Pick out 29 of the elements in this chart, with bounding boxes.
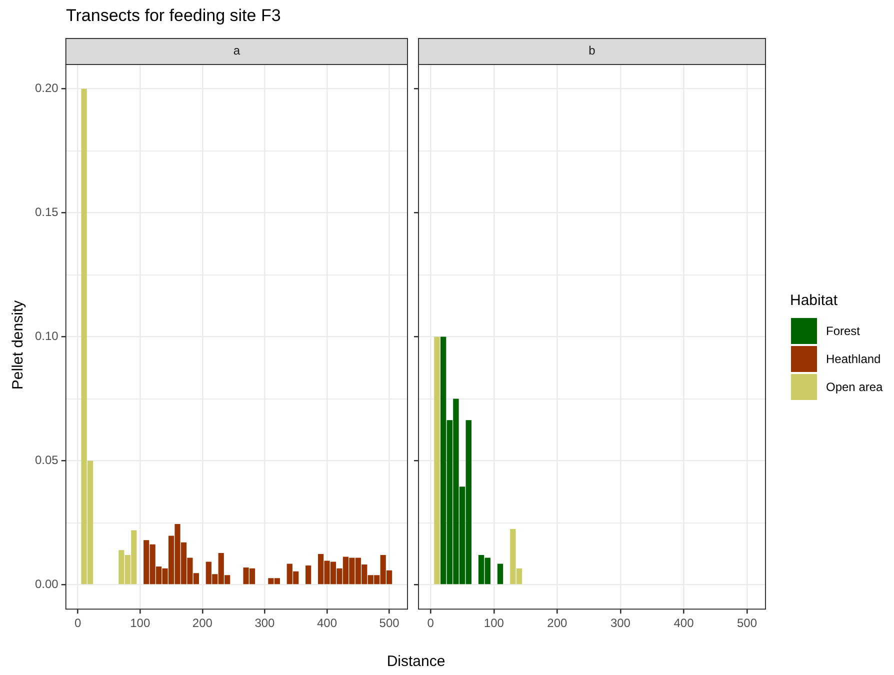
chart-subtitle: a	[233, 43, 240, 58]
x-axis-title: Distance	[386, 653, 446, 670]
bar	[434, 336, 440, 584]
y-tick-label: 0.15	[34, 205, 59, 220]
bar	[497, 564, 504, 584]
y-tick-label: 0.20	[34, 81, 59, 96]
x-tick-label: 500	[737, 616, 758, 630]
x-tick-label: 300	[254, 616, 276, 630]
chart-title: Transects for feeding site F3	[66, 6, 281, 26]
y-tick-label: 0.10	[34, 329, 59, 344]
legend-label: Open area	[826, 380, 883, 394]
x-tick-label: 100	[130, 616, 150, 630]
x-tick-label: 300	[610, 616, 631, 630]
x-tick-label: 200	[547, 616, 568, 630]
legend-label: Heathland	[826, 352, 881, 366]
y-tick-label: 0.05	[34, 453, 59, 468]
y-axis-title: Pellet density	[10, 300, 26, 390]
bar	[306, 565, 312, 584]
x-tick-label: 200	[192, 616, 213, 630]
x-tick-label: 0	[427, 616, 434, 630]
legend-label: Forest	[826, 324, 860, 338]
x-tick-label: 0	[74, 616, 82, 630]
x-tick-label: 100	[484, 616, 504, 630]
chart-subtitle: b	[588, 43, 596, 58]
x-tick-label: 400	[316, 616, 338, 630]
x-tick-label: 400	[674, 616, 694, 630]
legend-title: Habitat	[790, 292, 839, 309]
y-tick-label: 0.00	[34, 577, 59, 592]
x-tick-label: 500	[379, 616, 400, 630]
